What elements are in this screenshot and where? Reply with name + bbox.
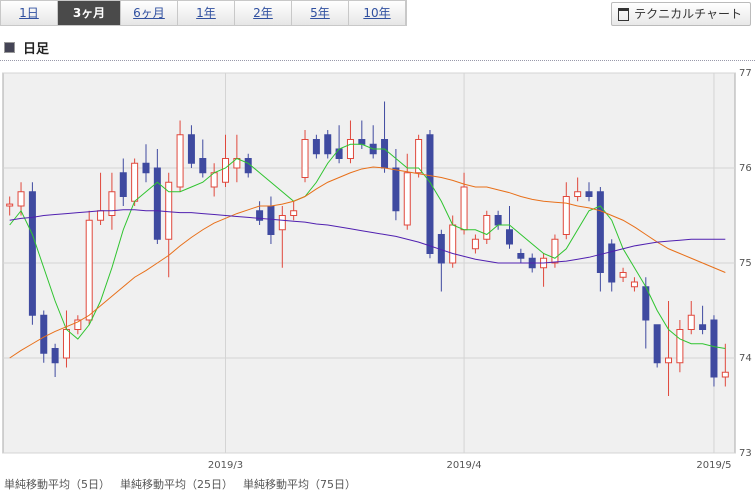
x-tick-label: 2019/4 bbox=[446, 460, 481, 471]
y-tick-label: 76 bbox=[739, 163, 752, 174]
candle-body bbox=[278, 215, 286, 231]
candle-body bbox=[142, 162, 150, 174]
candle-body bbox=[108, 191, 116, 216]
candle-body bbox=[653, 324, 661, 364]
technical-chart-button[interactable]: テクニカルチャート bbox=[611, 2, 751, 26]
x-tick-label: 2019/3 bbox=[208, 460, 243, 471]
candle-body bbox=[630, 281, 638, 288]
period-tabs: 1日 3ヶ月 6ヶ月 1年 2年 5年 10年 bbox=[0, 0, 407, 26]
moving-average bbox=[9, 209, 726, 264]
candle-body bbox=[85, 219, 93, 321]
candle-body bbox=[301, 139, 309, 178]
candle-body bbox=[415, 139, 423, 174]
heading: 日足 bbox=[4, 38, 49, 57]
x-tick-label: 2019/5 bbox=[696, 460, 731, 471]
candle-body bbox=[494, 215, 502, 226]
moving-average bbox=[9, 166, 726, 359]
candle-body bbox=[165, 181, 173, 240]
candle-body bbox=[517, 253, 525, 259]
divider bbox=[0, 60, 755, 61]
candle-body bbox=[131, 162, 139, 202]
candle-body bbox=[176, 134, 184, 188]
candle-body bbox=[619, 272, 627, 278]
candle-body bbox=[256, 210, 264, 221]
candle-body bbox=[6, 203, 14, 207]
candle-body bbox=[51, 348, 59, 364]
period-tab[interactable]: 1年 bbox=[178, 1, 235, 25]
candle-body bbox=[665, 357, 673, 364]
candle-body bbox=[381, 139, 389, 169]
candle-body bbox=[153, 167, 161, 240]
candle-body bbox=[574, 191, 582, 197]
candle-body bbox=[721, 371, 729, 378]
candle-body bbox=[551, 238, 559, 264]
candle-body bbox=[222, 158, 230, 183]
candle-body bbox=[17, 191, 25, 207]
y-tick-label: 77 bbox=[739, 68, 752, 79]
candle-body bbox=[290, 210, 298, 216]
y-tick-label: 75 bbox=[739, 258, 752, 269]
candle-body bbox=[562, 196, 570, 235]
candle-body bbox=[28, 191, 36, 316]
candle-body bbox=[426, 134, 434, 254]
legend-entry: 単純移動平均（75日） bbox=[243, 477, 356, 491]
candle-body bbox=[74, 319, 82, 330]
candle-body bbox=[358, 139, 366, 145]
period-tab[interactable]: 6ヶ月 bbox=[121, 1, 178, 25]
candle-body bbox=[403, 172, 411, 226]
legend-entry: 単純移動平均（25日） bbox=[120, 477, 233, 491]
period-tab[interactable]: 3ヶ月 bbox=[58, 1, 121, 25]
candle-body bbox=[346, 139, 354, 159]
candle-body bbox=[312, 139, 320, 155]
period-tab[interactable]: 1日 bbox=[1, 1, 58, 25]
candle-body bbox=[505, 229, 513, 245]
candle-body bbox=[62, 329, 70, 359]
candle-body bbox=[187, 134, 195, 164]
candle-body bbox=[596, 191, 604, 273]
candle-body bbox=[608, 243, 616, 283]
candle-body bbox=[199, 158, 207, 174]
y-tick-label: 74 bbox=[739, 353, 752, 364]
candle-body bbox=[676, 329, 684, 364]
candle-body bbox=[335, 148, 343, 159]
candle-body bbox=[324, 134, 332, 155]
candle-body bbox=[483, 215, 491, 240]
candle-body bbox=[585, 191, 593, 197]
candle-body bbox=[449, 224, 457, 264]
candle-body bbox=[40, 314, 48, 354]
y-tick-label: 73 bbox=[739, 448, 752, 459]
candle-body bbox=[471, 238, 479, 250]
candle-body bbox=[710, 319, 718, 378]
candle-body bbox=[97, 210, 105, 221]
period-tab[interactable]: 5年 bbox=[292, 1, 349, 25]
candle-body bbox=[699, 324, 707, 330]
candle-body bbox=[267, 205, 275, 235]
candle-body bbox=[392, 167, 400, 212]
period-tab[interactable]: 10年 bbox=[349, 1, 406, 25]
candle-body bbox=[119, 172, 127, 197]
legend-entry: 単純移動平均（5日） bbox=[4, 477, 110, 491]
candle-body bbox=[687, 314, 695, 330]
period-tab[interactable]: 2年 bbox=[235, 1, 292, 25]
candle-body bbox=[460, 186, 468, 231]
